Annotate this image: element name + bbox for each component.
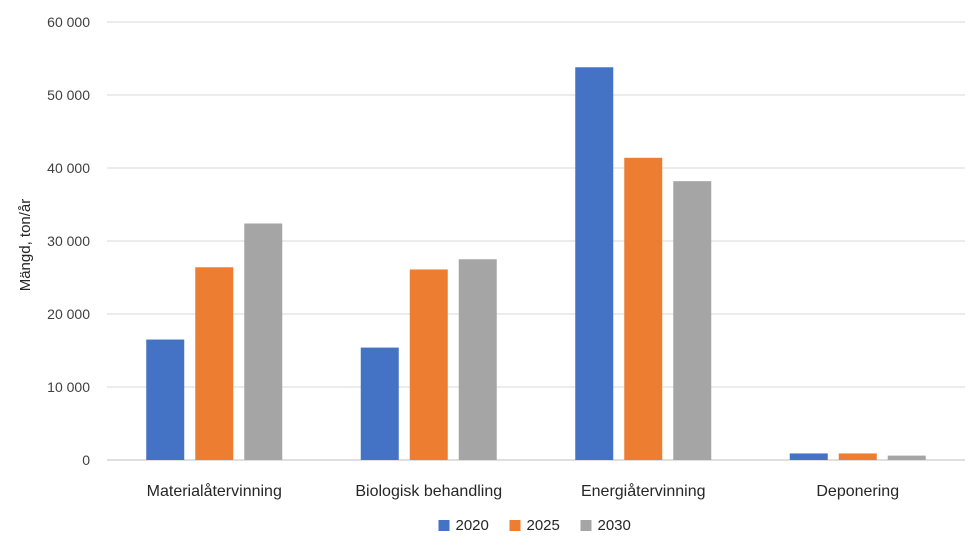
bar-2020 [789, 453, 828, 460]
bar-2030 [887, 455, 926, 460]
legend-item-2030: 2030 [580, 517, 631, 534]
x-category-label: Energiåtervinning [581, 482, 706, 500]
legend-swatch [580, 520, 592, 531]
bars [146, 67, 926, 460]
bar-2030 [244, 223, 283, 460]
y-axis-title: Mängd, ton/år [17, 199, 34, 292]
bar-2020 [575, 67, 614, 460]
y-tick-label: 30 000 [47, 233, 90, 249]
legend-label: 2030 [598, 517, 631, 534]
y-axis-ticks: 0 10 000 20 000 30 000 40 000 50 000 60 000 [47, 14, 90, 468]
bar-2020 [146, 339, 185, 460]
y-tick-label: 10 000 [47, 379, 90, 395]
x-axis-categories: Materialåtervinning Biologisk behandling E… [147, 482, 899, 500]
y-tick-label: 50 000 [47, 87, 90, 103]
y-tick-label: 0 [82, 452, 90, 468]
legend-label: 2025 [527, 517, 560, 534]
x-category-label: Deponering [816, 483, 899, 500]
y-tick-label: 40 000 [47, 160, 90, 176]
bar-2030 [673, 181, 712, 460]
bar-2025 [409, 269, 448, 460]
bar-2025 [838, 453, 877, 460]
legend-swatch [438, 520, 450, 531]
bar-2025 [195, 267, 234, 460]
legend-item-2025: 2025 [509, 517, 560, 534]
y-tick-label: 60 000 [47, 14, 90, 30]
bar-2030 [458, 259, 497, 460]
y-tick-label: 20 000 [47, 306, 90, 322]
bar-2020 [360, 347, 399, 460]
legend: 2020 2025 2030 [438, 517, 631, 534]
x-category-label: Materialåtervinning [147, 482, 282, 500]
legend-label: 2020 [456, 517, 489, 534]
bar-2025 [624, 157, 663, 460]
legend-item-2020: 2020 [438, 517, 489, 534]
legend-swatch [509, 520, 521, 531]
gridlines [107, 21, 965, 461]
x-category-label: Biologisk behandling [355, 483, 502, 500]
